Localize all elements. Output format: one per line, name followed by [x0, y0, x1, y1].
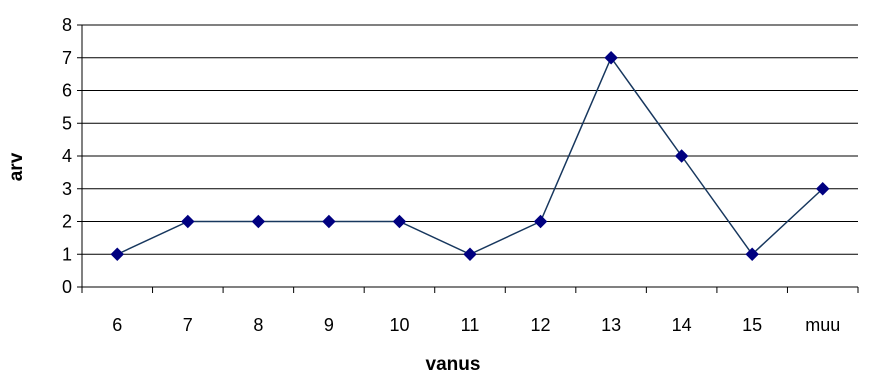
- data-point-marker: [251, 214, 266, 229]
- y-tick-label: 8: [62, 15, 72, 35]
- y-tick-labels: 0 1 2 3 4 5 6 7 8: [62, 15, 72, 297]
- data-point-marker: [110, 247, 124, 261]
- y-tick-label: 2: [62, 212, 72, 232]
- x-tick-label: 9: [324, 315, 334, 335]
- x-tick-label: muu: [805, 315, 840, 335]
- x-tick-label: 7: [183, 315, 193, 335]
- y-tick-label: 4: [62, 146, 72, 166]
- data-point-marker: [463, 247, 477, 261]
- x-tick-label: 6: [112, 315, 122, 335]
- data-point-marker: [745, 247, 759, 261]
- series-layer: [110, 51, 830, 261]
- y-axis-title: arv: [6, 152, 27, 181]
- data-point-marker: [322, 214, 336, 229]
- data-point-marker: [181, 214, 195, 229]
- data-point-marker: [816, 182, 830, 196]
- x-tick-label: 14: [672, 315, 692, 335]
- y-tick-label: 5: [62, 113, 72, 133]
- x-tick-label: 10: [389, 315, 409, 335]
- gridlines: [82, 24, 858, 255]
- x-axis-title: vanus: [426, 354, 481, 375]
- data-point-marker: [674, 149, 689, 163]
- x-tick-labels: 6 7 8 9 10 11 12 13 14 15 muu: [112, 315, 840, 335]
- axes: [77, 24, 859, 293]
- data-point-marker: [604, 51, 618, 65]
- y-tick-label: 3: [62, 179, 72, 199]
- y-tick-label: 0: [62, 277, 72, 297]
- y-tick-label: 7: [62, 48, 72, 68]
- data-point-marker: [392, 214, 407, 229]
- x-tick-label: 15: [742, 315, 762, 335]
- x-tick-label: 12: [531, 315, 551, 335]
- x-tick-label: 8: [253, 315, 263, 335]
- y-tick-label: 6: [62, 81, 72, 101]
- y-tick-label: 1: [62, 244, 72, 264]
- x-tick-label: 13: [601, 315, 621, 335]
- x-tick-label: 11: [461, 315, 480, 335]
- data-point-marker: [533, 214, 548, 229]
